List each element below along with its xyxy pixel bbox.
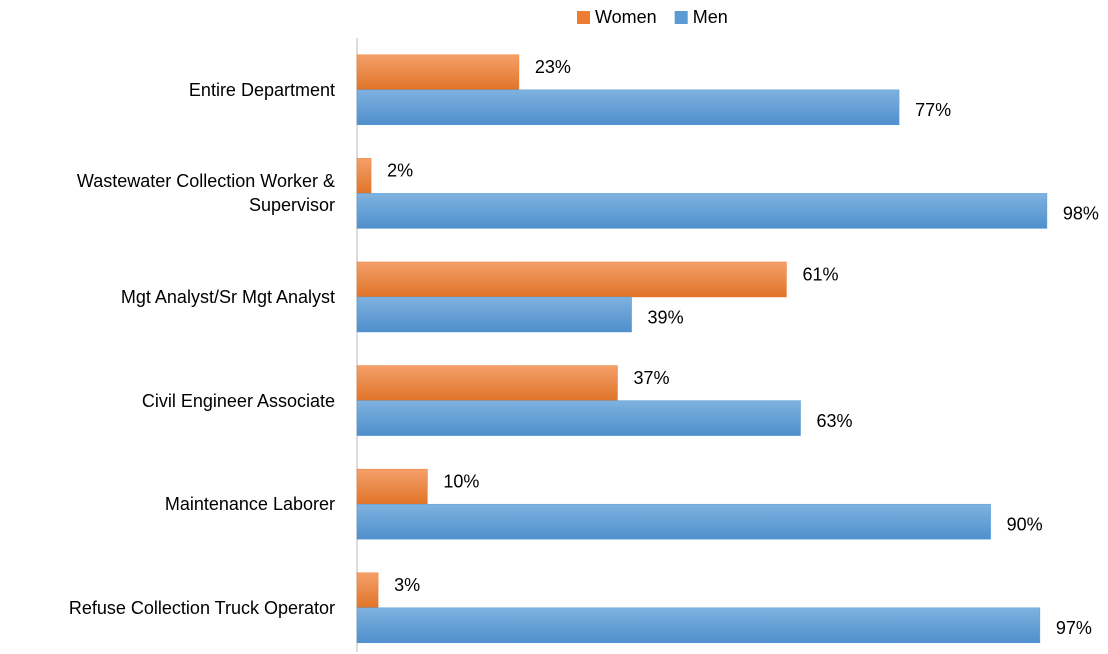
data-label: 98% [1063,204,1099,224]
bar [356,54,520,91]
y-tick-label: Wastewater Collection Worker & Superviso… [76,171,335,216]
legend-swatch [674,11,688,24]
bar [356,296,632,333]
data-label: 23% [535,57,571,77]
data-label: 61% [802,264,838,284]
y-tick-label: Civil Engineer Associate [141,390,335,411]
bar [356,468,428,505]
data-label: 3% [394,575,420,595]
bar [356,400,801,436]
y-tick-label: Mgt Analyst/Sr Mgt Analyst [120,287,335,307]
bar [356,89,900,126]
legend-label: Women [595,7,657,27]
data-label: 97% [1056,618,1092,638]
legend-label: Men [693,7,728,27]
data-label: 90% [1007,514,1043,534]
data-label: 37% [633,368,669,388]
data-label: 63% [817,411,853,431]
y-tick-label: Refuse Collection Truck Operator [68,597,335,618]
y-tick-label: Entire Department [188,79,335,100]
data-label: 2% [387,161,413,181]
data-label: 10% [443,471,479,491]
y-tick-label: Maintenance Laborer [164,494,335,515]
bar [356,261,787,298]
bar [356,158,372,194]
bar [356,365,618,401]
bar [356,572,379,609]
legend-swatch [577,11,590,24]
data-label: 77% [915,100,951,120]
data-label: 39% [648,307,684,327]
bar [356,607,1041,644]
bar [356,503,991,540]
bar [356,193,1048,229]
